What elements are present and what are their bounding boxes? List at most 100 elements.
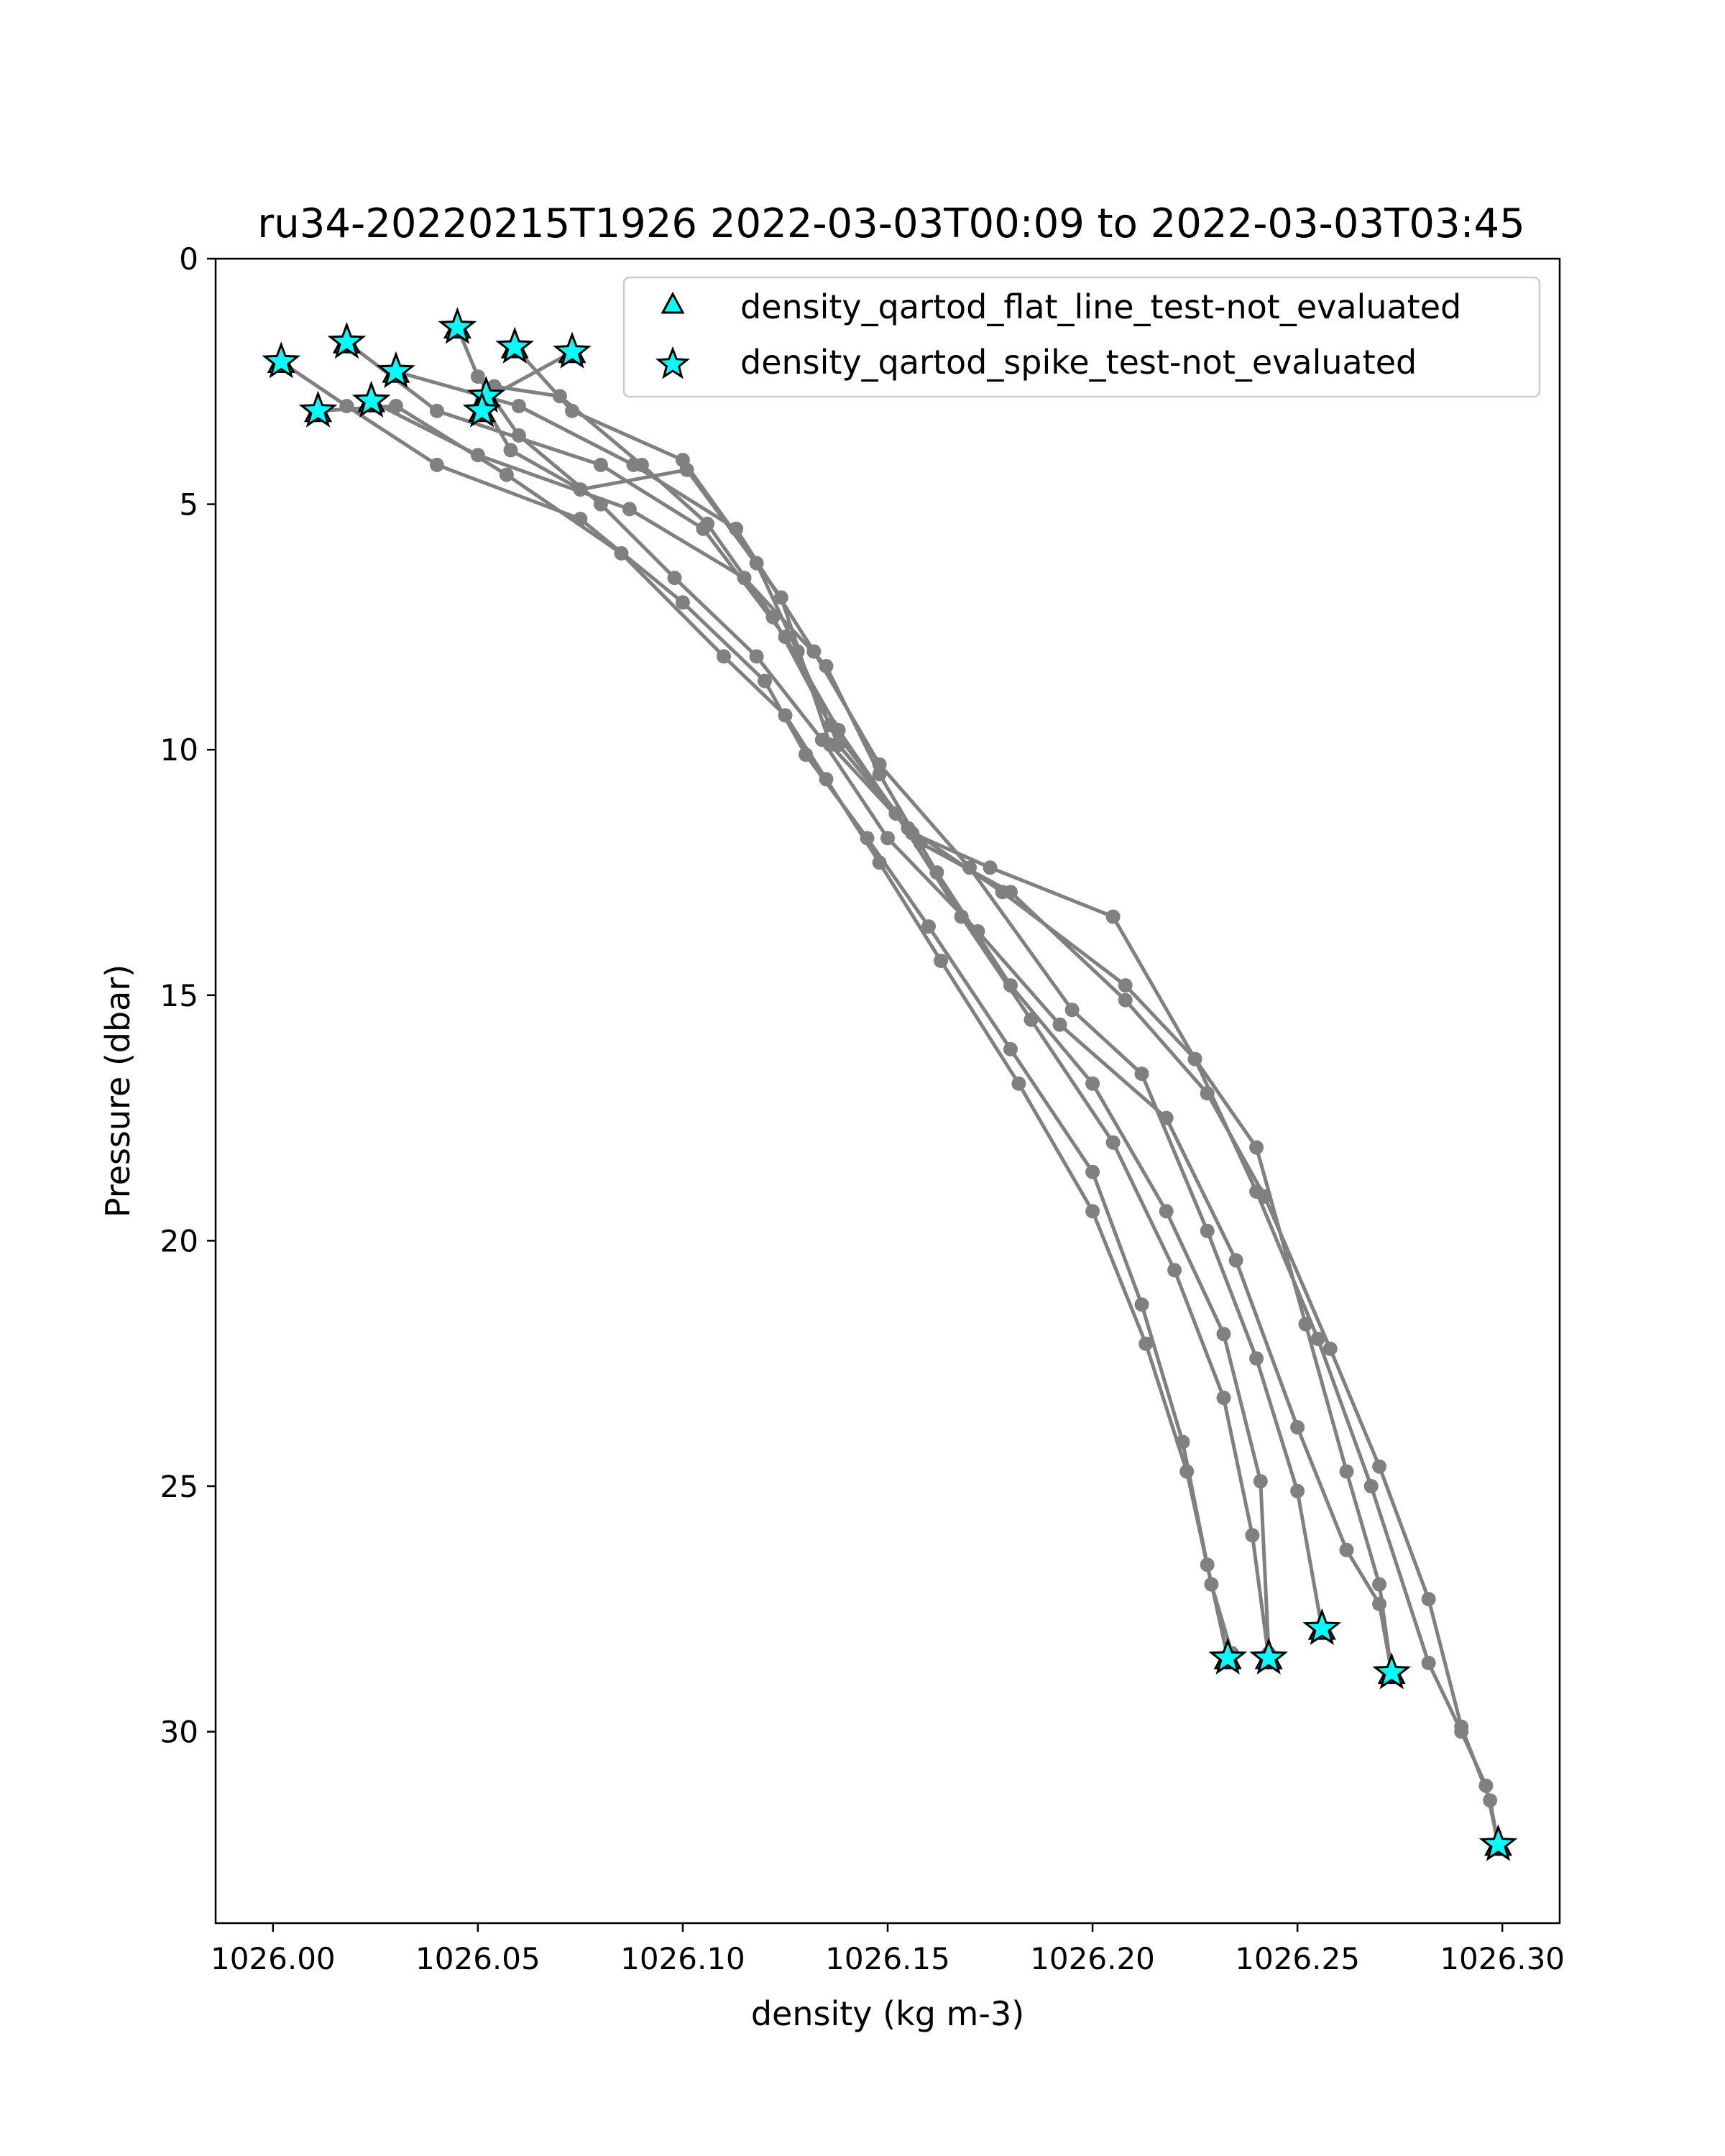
profile-1-point (429, 457, 444, 472)
profile-line-9 (480, 350, 1500, 1846)
profile-line-3 (345, 341, 1271, 1659)
profile-6-point (1159, 1110, 1174, 1125)
profile-5-point (1064, 1003, 1080, 1018)
profile-7-point (1372, 1577, 1387, 1592)
spike-flag-marker (553, 331, 592, 369)
profile-5-point (1134, 1067, 1149, 1082)
profile-1-point (573, 512, 588, 527)
spike-flag-marker (327, 321, 367, 359)
profile-2-point (778, 708, 793, 723)
chart-title: ru34-20220215T1926 2022-03-03T00:09 to 2… (257, 201, 1524, 247)
profile-4-point (1159, 1204, 1174, 1219)
profile-1-point (1085, 1164, 1100, 1179)
profile-2-point (614, 545, 629, 561)
y-axis-ticks: 0 5 10 15 20 25 30 (160, 241, 216, 1750)
profile-8-point (1322, 1341, 1338, 1356)
profile-6-point (511, 428, 526, 443)
profile-5-point (511, 399, 526, 413)
legend-label-spike: density_qartod_spike_test-not_evaluated (740, 343, 1417, 382)
profile-1-point (1175, 1434, 1190, 1450)
spike-flag-marker (462, 390, 502, 428)
x-tick-label: 1026.25 (1235, 1941, 1360, 1976)
profile-8-point (1003, 885, 1018, 900)
profile-5-point (1290, 1483, 1305, 1498)
profile-6-point (880, 831, 895, 846)
spike-flag-marker (1372, 1652, 1412, 1690)
profile-4-point (470, 448, 485, 463)
profile-9-point (503, 443, 518, 458)
spike-flag-marker (298, 390, 338, 428)
profile-9-point (573, 482, 588, 497)
profile-9-point (679, 462, 694, 477)
profile-5-point (872, 757, 887, 772)
profile-7-point (765, 609, 781, 625)
profile-5-point (729, 521, 744, 536)
profile-1-point (860, 831, 875, 846)
profile-line-6 (456, 326, 1394, 1674)
spike-flag-marker (1249, 1637, 1289, 1675)
profile-1-point (1003, 1041, 1018, 1056)
y-tick-label: 15 (160, 978, 198, 1013)
profile-9-point (1105, 909, 1121, 924)
x-axis-label: density (kg m-3) (751, 1994, 1024, 2033)
profile-9-point (983, 860, 998, 875)
spike-flag-marker (262, 341, 301, 379)
x-tick-label: 1026.15 (825, 1941, 950, 1976)
spike-flag-marker (495, 326, 535, 364)
profile-6-point (1228, 1253, 1243, 1268)
profile-2-point (872, 855, 887, 870)
profile-6-point (470, 369, 485, 384)
profile-6-point (970, 924, 985, 939)
profile-3-point (593, 457, 608, 472)
profile-2-point (717, 649, 731, 664)
profile-8-point (790, 644, 805, 659)
profile-9-point (1478, 1778, 1494, 1793)
profile-1-point (1200, 1557, 1215, 1572)
profile-2-point (819, 772, 834, 787)
profile-2-point (388, 399, 403, 413)
x-tick-label: 1026.30 (1440, 1941, 1565, 1976)
profile-1-point (799, 747, 813, 762)
spike-flag-marker (1208, 1637, 1248, 1675)
y-axis-label: Pressure (dbar) (98, 964, 137, 1217)
profile-8-point (913, 836, 928, 850)
profile-9-point (1187, 1051, 1202, 1067)
profile-6-point (749, 649, 764, 664)
profile-9-point (773, 590, 788, 605)
profile-7-point (1249, 1140, 1264, 1155)
y-tick-label: 25 (160, 1469, 198, 1504)
legend-label-flat-line: density_qartod_flat_line_test-not_evalua… (740, 287, 1461, 326)
profile-3-point (1245, 1528, 1260, 1543)
profile-4-point (1003, 978, 1018, 993)
legend: density_qartod_flat_line_test-not_evalua… (622, 276, 1541, 398)
profile-9-point (905, 826, 920, 841)
profile-6-point (593, 497, 608, 512)
profile-2-point (1085, 1204, 1100, 1219)
y-tick-label: 0 (179, 241, 198, 277)
profile-2-point (1204, 1577, 1219, 1592)
profile-9-point (1454, 1724, 1469, 1739)
profile-7-point (1118, 978, 1133, 993)
y-tick-label: 10 (160, 732, 198, 768)
profile-1-point (675, 595, 690, 610)
legend-triangle-icon (661, 291, 685, 314)
profile-1-point (921, 919, 936, 934)
profile-4-point (737, 571, 752, 586)
profile-6-point (1372, 1596, 1387, 1611)
profile-7-point (1339, 1464, 1354, 1479)
profile-9-point (1363, 1479, 1379, 1493)
profile-8-point (1200, 1086, 1215, 1101)
y-tick-label: 5 (179, 487, 198, 522)
profile-1-point (1134, 1297, 1149, 1312)
profile-3-point (888, 806, 903, 821)
spike-flag-marker (351, 380, 391, 418)
profile-3-point (1216, 1391, 1231, 1405)
spike-flag-marker (1302, 1608, 1342, 1646)
profile-2-point (1179, 1464, 1195, 1479)
spike-flag-marker (376, 351, 415, 389)
profile-3-point (429, 403, 444, 418)
profile-5-point (1200, 1223, 1215, 1238)
profile-2-point (1138, 1336, 1154, 1351)
profile-9-point (1249, 1184, 1264, 1199)
